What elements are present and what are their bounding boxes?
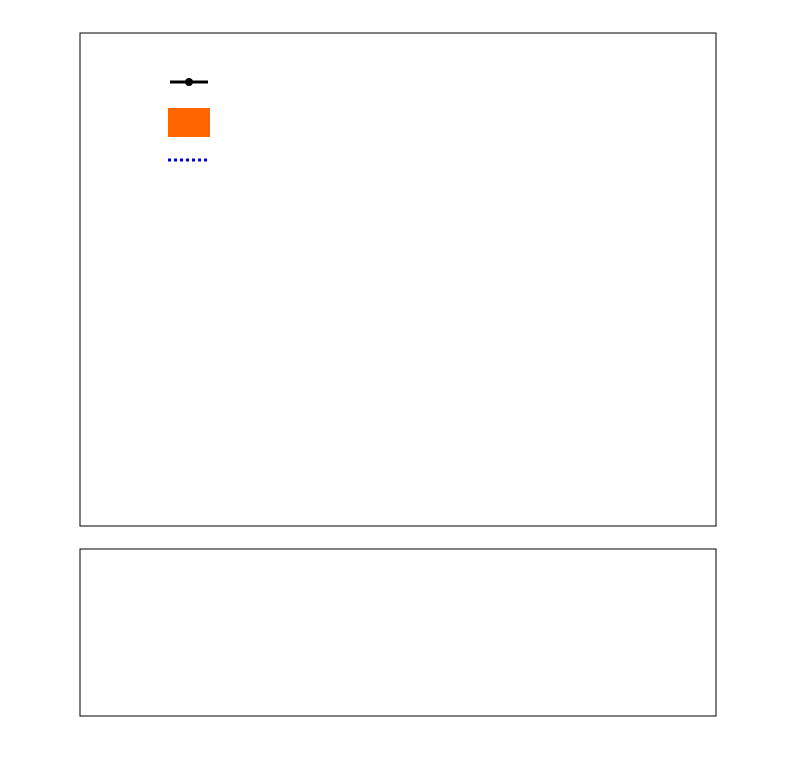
legend	[168, 78, 210, 162]
legend-entry-calibration	[168, 108, 210, 137]
ratio-plot-frame	[79, 548, 717, 717]
legend-entry-signal	[168, 158, 210, 162]
ratio-panel	[79, 548, 717, 717]
legend-entry-data	[170, 78, 208, 86]
main-plot-frame	[79, 32, 717, 527]
legend-data-marker	[185, 78, 193, 86]
main-histogram-panel	[79, 32, 717, 527]
legend-calibration-swatch	[168, 108, 210, 137]
